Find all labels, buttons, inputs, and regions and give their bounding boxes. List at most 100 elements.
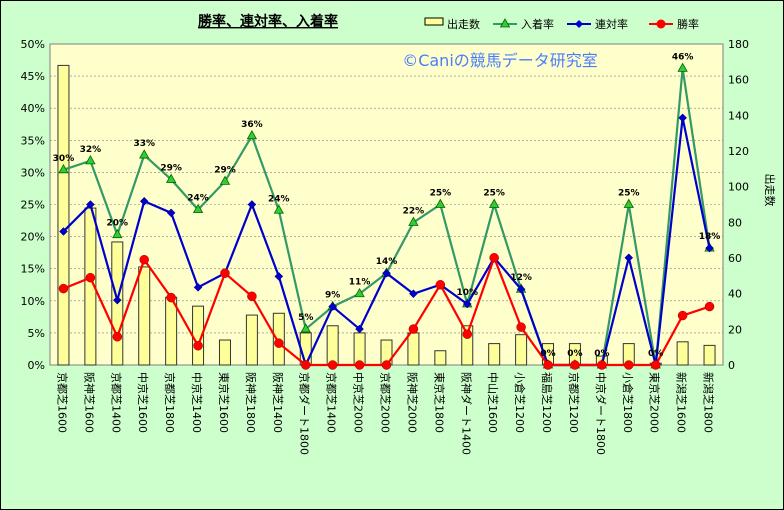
data-label: 36% [241, 120, 263, 130]
y2-tick-label: 20 [728, 323, 742, 336]
series-point [86, 200, 95, 209]
series-point [274, 272, 284, 281]
data-label: 5% [298, 313, 313, 323]
category-label: 阪神芝1800 [244, 372, 258, 433]
series-point [192, 203, 204, 214]
y-tick-label: 25% [21, 199, 45, 212]
category-label: 中京芝2000 [352, 372, 366, 433]
y-tick-label: 20% [21, 231, 45, 244]
legend-marker [499, 18, 511, 28]
category-label: 東京芝2000 [648, 372, 662, 433]
category-label: 小倉芝1200 [513, 372, 527, 433]
y-tick-label: 30% [21, 166, 45, 179]
data-label: 14% [376, 257, 398, 267]
data-label: 46% [672, 52, 694, 62]
series-point [409, 289, 418, 299]
y2-tick-label: 40 [728, 288, 742, 301]
y-tick-label: 15% [21, 263, 45, 276]
data-label: 32% [80, 145, 102, 155]
bar [138, 266, 151, 366]
series-point [516, 284, 526, 294]
series-point [543, 360, 553, 370]
category-label: 京都芝1400 [109, 372, 123, 433]
legend-bar-swatch [424, 17, 444, 26]
data-label: 25% [618, 189, 640, 199]
data-label: 20% [107, 219, 129, 229]
series-point [462, 299, 472, 309]
y2-tick-label: 140 [728, 109, 749, 122]
series-point [382, 268, 391, 278]
bar [488, 343, 501, 366]
series-point [247, 291, 257, 302]
y-tick-label: 10% [21, 295, 45, 308]
legend-label: 勝率 [677, 17, 699, 31]
series-point [166, 292, 176, 303]
series-point [597, 360, 607, 370]
legend-label: 連対率 [595, 17, 628, 31]
chart-title: 勝率、連対率、入着率 [198, 13, 338, 30]
y2-axis-label: 出走数 [763, 174, 777, 207]
y-tick-label: 45% [21, 70, 45, 83]
bar [515, 334, 528, 366]
series-point [623, 198, 634, 208]
series-point [516, 322, 526, 332]
category-label: 東京芝1600 [217, 372, 231, 433]
series-point [220, 268, 230, 278]
series-point [219, 175, 231, 185]
legend-label: 出走数 [447, 17, 480, 31]
category-label: 京都芝1800 [163, 372, 177, 433]
series-point [408, 324, 419, 334]
series-point [678, 113, 687, 123]
category-label: 新潟芝1600 [675, 372, 689, 433]
bar [57, 64, 70, 366]
series-point [139, 149, 150, 159]
data-label: 29% [160, 163, 182, 173]
category-label: 中山芝1600 [486, 372, 499, 433]
bar [218, 339, 231, 366]
series-point [300, 360, 311, 370]
bar [353, 332, 366, 366]
category-label: 東京芝1800 [432, 372, 446, 433]
bar [676, 341, 689, 366]
y2-tick-label: 120 [728, 145, 749, 158]
category-label: 中京ダート1800 [594, 372, 608, 455]
category-label: 阪神芝1600 [82, 372, 96, 433]
category-label: 福島芝1200 [540, 372, 554, 433]
data-label: 25% [483, 189, 505, 199]
series-point [273, 204, 285, 214]
data-label: 10% [456, 288, 478, 298]
category-label: 阪神芝1400 [271, 372, 285, 433]
series-point [570, 360, 580, 370]
series-point [59, 227, 68, 236]
series-point [246, 129, 258, 140]
series-point [193, 340, 203, 351]
category-label: 阪神芝2000 [405, 372, 419, 433]
category-label: 阪神ダート1400 [459, 372, 473, 455]
series-point [85, 272, 96, 283]
y2-tick-label: 100 [728, 181, 749, 194]
series-point [85, 155, 96, 165]
data-label: 12% [510, 273, 532, 283]
series-point [165, 173, 177, 183]
series-point [58, 164, 69, 174]
data-label: 24% [268, 194, 290, 204]
bar [434, 350, 447, 366]
series-point [489, 253, 499, 263]
bar [245, 314, 258, 366]
series-point [354, 360, 365, 370]
y2-tick-label: 0 [728, 359, 735, 372]
watermark: ©Caniの競馬データ研究室 [402, 51, 598, 70]
data-label: 9% [325, 291, 340, 301]
y2-tick-label: 60 [728, 252, 742, 265]
series-point [677, 310, 688, 321]
series-point [112, 295, 122, 305]
series-point [274, 338, 284, 348]
category-label: 中京芝1600 [136, 372, 150, 433]
series-point [624, 253, 634, 263]
data-label: 29% [214, 165, 236, 175]
data-label: 0% [648, 349, 663, 359]
data-label: 0% [594, 349, 609, 359]
series-point [704, 301, 715, 312]
series-point [381, 360, 392, 370]
